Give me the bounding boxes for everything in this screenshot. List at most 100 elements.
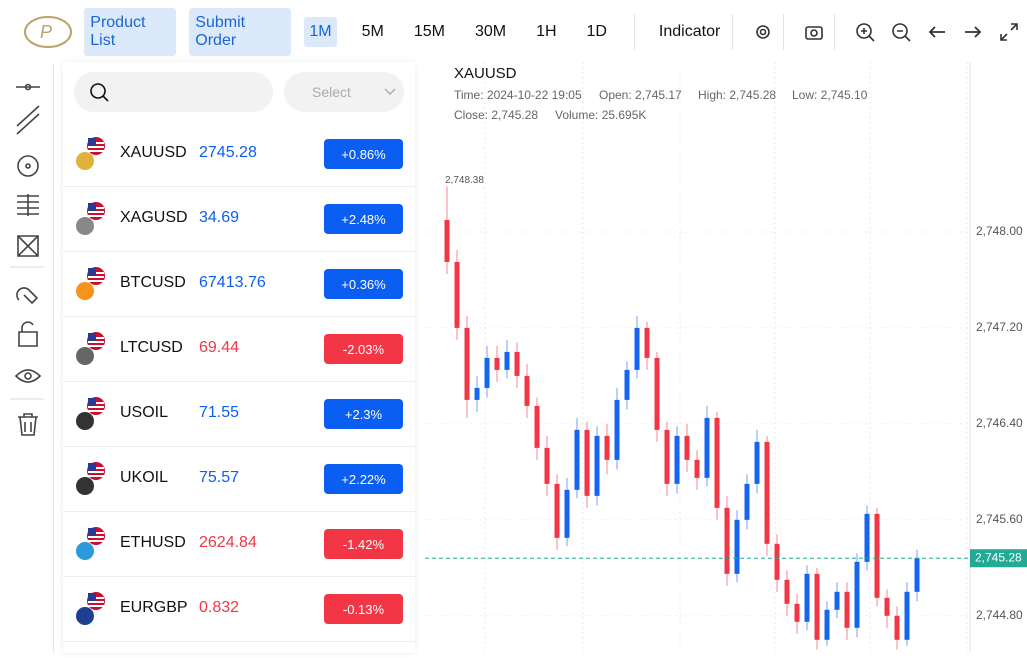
tool-visibility[interactable] [14,369,42,383]
max-price-label: 2,748.38 [445,175,484,186]
product-list-button[interactable]: Product List [84,8,177,56]
product-price: 71.55 [199,404,240,421]
product-price: 34.69 [199,209,240,226]
y-tick-label: 2,747.20 [976,320,1023,334]
interval-button[interactable]: 30M [474,23,507,40]
candle-body [884,597,890,616]
candle-body [634,327,640,370]
product-change: -2.03% [324,334,403,364]
scroll-right-button[interactable] [955,13,991,51]
candle-body [824,609,830,640]
price-chart: XAUUSD Time: 2024-10-22 19:05 Open: 2,745.… [425,62,1027,653]
svg-text:P: P [40,22,52,42]
tool-line[interactable] [24,83,32,91]
tool-delete[interactable] [18,413,38,436]
candle-body [594,435,600,496]
scroll-left-button[interactable] [919,13,955,51]
submit-order-button[interactable]: Submit Order [189,8,292,56]
ohlc-info: Open: 2,745.17 [599,88,682,102]
candle-body [914,558,920,592]
product-symbol: LTCUSD [120,339,183,356]
candle-body [444,219,450,262]
interval-button[interactable]: 1D [586,23,607,40]
interval-button[interactable]: 1H [536,23,557,40]
candle-body [454,261,460,328]
ohlc-info: Volume: 25.695K [555,108,646,122]
product-change: -1.42% [324,529,403,559]
zoom-out-button[interactable] [883,13,919,51]
chart-title: XAUUSD [454,65,517,82]
screenshot-button[interactable] [796,13,832,51]
product-row[interactable]: XAUUSD 2745.28 +0.86% [63,122,415,187]
y-tick-label: 2,745.60 [976,512,1023,526]
candle-body [864,513,870,562]
product-change: -0.13% [324,594,403,624]
search-input[interactable] [74,72,273,112]
tool-pattern[interactable] [17,235,39,257]
fullscreen-button[interactable] [991,13,1027,51]
tool-fib[interactable] [17,194,39,216]
candle-body [554,483,560,538]
settings-button[interactable] [745,13,781,51]
product-row[interactable]: LTCUSD 69.44 -2.03% [63,317,415,382]
product-icon [75,331,111,367]
product-change: +0.86% [324,139,403,169]
ohlc-info: Close: 2,745.28 [454,108,538,122]
candle-body [764,441,770,544]
product-price: 67413.76 [199,274,266,291]
logo: P [24,16,72,48]
tool-magnet[interactable] [16,287,39,305]
candle-body [464,327,470,400]
candle-body [644,327,650,358]
candle-body [744,483,750,520]
tool-circle[interactable] [17,155,39,177]
product-price: 2624.84 [199,534,257,551]
candle-body [604,435,610,460]
candle-body [814,573,820,640]
interval-button[interactable]: 5M [361,23,384,40]
product-change: +2.48% [324,204,403,234]
candle-body [834,591,840,610]
candle-body [654,357,660,430]
last-price-tag [970,549,1027,568]
product-price: 0.832 [199,599,240,616]
product-row[interactable]: USOIL 71.55 +2.3% [63,382,415,447]
zoom-in-button[interactable] [847,13,883,51]
product-symbol: EURGBP [120,599,188,616]
product-change: +0.36% [324,269,403,299]
product-icon [75,526,111,562]
candle-body [504,351,510,370]
product-row[interactable]: XAGUSD 34.69 +2.48% [63,187,415,252]
candle-body [904,591,910,640]
indicator-button[interactable]: Indicator [658,23,721,40]
interval-button[interactable]: 15M [413,23,445,40]
candle-body [544,447,550,484]
candle-body [574,429,580,490]
product-price: 2745.28 [199,144,257,161]
candle-body [894,615,900,640]
product-row[interactable]: ETHUSD 2624.84 -1.42% [63,512,415,577]
product-symbol: XAGUSD [120,209,188,226]
product-icon [75,396,111,432]
tool-parallel[interactable] [16,105,40,135]
select-dropdown[interactable]: Select [284,72,404,112]
candle-body [584,429,590,496]
product-row[interactable]: UKOIL 75.57 +2.22% [63,447,415,512]
candle-body [794,603,800,622]
product-symbol: ETHUSD [120,534,186,551]
candle-body [484,357,490,388]
tool-lock[interactable] [18,321,38,347]
product-change: +2.3% [324,399,403,429]
candle-body [664,429,670,484]
interval-button[interactable]: 1M [304,17,337,47]
product-row[interactable]: EURGBP 0.832 -0.13% [63,577,415,642]
product-row[interactable]: BTCUSD 67413.76 +0.36% [63,252,415,317]
candle-body [474,387,480,400]
last-price-label: 2,745.28 [975,550,1022,564]
candle-body [564,489,570,538]
candle-body [844,591,850,628]
y-tick-label: 2,744.80 [976,608,1023,622]
product-icon [75,266,111,302]
candle-body [614,399,620,460]
